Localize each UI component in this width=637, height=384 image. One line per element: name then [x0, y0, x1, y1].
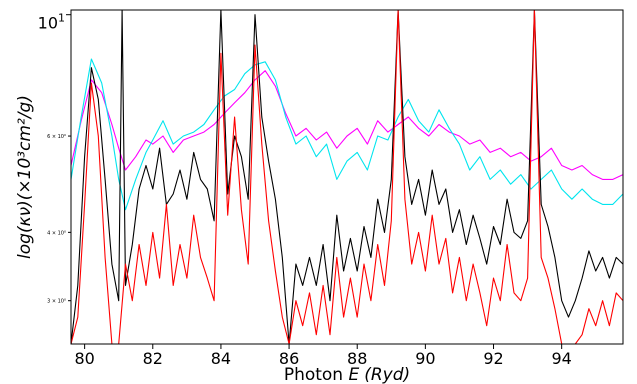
x-axis-title-prefix: Photon — [284, 365, 349, 384]
x-tick-label: 80 — [74, 349, 94, 368]
y-tick-label-minor: 4 × 10⁰ — [47, 230, 66, 236]
series-line-3 — [71, 10, 623, 344]
x-tick-label: 90 — [415, 349, 435, 368]
series-line-4 — [71, 10, 623, 344]
x-tick-label: 94 — [551, 349, 571, 368]
x-axis-ticks: 80 82 84 86 88 90 92 94 — [74, 344, 572, 368]
x-axis-title: Photon E (Ryd) — [284, 365, 410, 384]
series-line-2 — [71, 58, 623, 211]
y-tick-label-major: 101 — [38, 12, 65, 33]
y-tick-label-minor: 3 × 10⁰ — [47, 299, 66, 305]
y-axis-title: log(κν)(×10³cm²/g) — [15, 95, 35, 259]
series-layer — [71, 10, 623, 344]
y-tick-label-minor: 6 × 10⁰ — [47, 134, 66, 140]
x-tick-label: 92 — [483, 349, 503, 368]
x-tick-label: 82 — [143, 349, 163, 368]
x-axis-title-unit: (Ryd) — [364, 365, 410, 384]
y-tick-major-base: 10 — [38, 14, 58, 33]
y-tick-major-exponent: 1 — [58, 12, 65, 25]
y-axis-ticks: 6 × 10⁰ 4 × 10⁰ 3 × 10⁰ — [47, 14, 71, 305]
x-tick-label: 84 — [211, 349, 231, 368]
x-tick-label: 86 — [279, 349, 299, 368]
x-axis-title-var: E — [348, 365, 359, 384]
x-tick-label: 88 — [347, 349, 367, 368]
plot-frame — [70, 9, 624, 345]
